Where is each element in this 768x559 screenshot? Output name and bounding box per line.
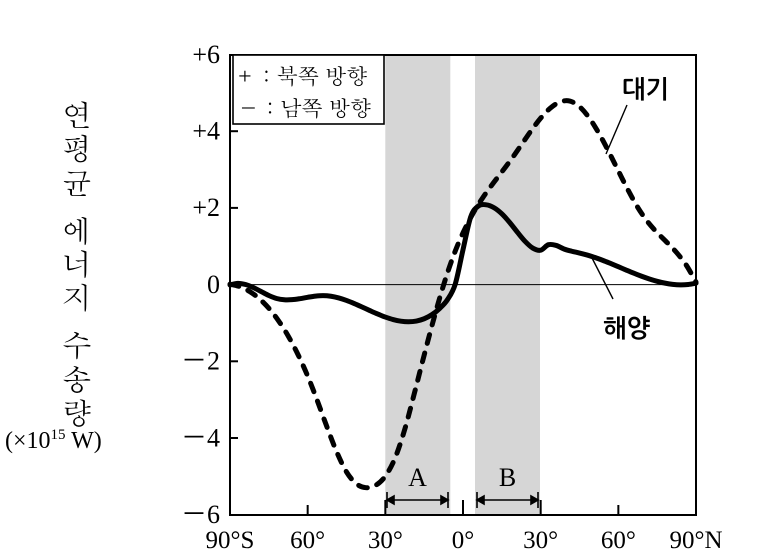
svg-text:－6: －6: [181, 500, 220, 529]
svg-text:60°: 60°: [290, 527, 325, 554]
svg-text:B: B: [499, 463, 516, 492]
svg-text:대기: 대기: [622, 76, 669, 102]
svg-text:0: 0: [207, 270, 220, 299]
svg-text:+：북쪽 방향: +：북쪽 방향: [238, 60, 368, 91]
svg-text:A: A: [408, 463, 427, 492]
svg-text:30°: 30°: [523, 527, 558, 554]
svg-text:+2: +2: [192, 193, 220, 222]
svg-text:90°N: 90°N: [669, 527, 722, 554]
svg-text:－4: －4: [181, 423, 220, 452]
svg-text:해양: 해양: [603, 315, 651, 341]
svg-text:－：남쪽 방향: －：남쪽 방향: [238, 92, 371, 123]
svg-text:+6: +6: [192, 40, 220, 69]
svg-text:90°S: 90°S: [206, 527, 255, 554]
svg-text:60°: 60°: [601, 527, 636, 554]
svg-text:+4: +4: [192, 117, 220, 146]
svg-text:0°: 0°: [452, 527, 475, 554]
svg-text:－2: －2: [181, 347, 220, 376]
svg-text:30°: 30°: [368, 527, 403, 554]
